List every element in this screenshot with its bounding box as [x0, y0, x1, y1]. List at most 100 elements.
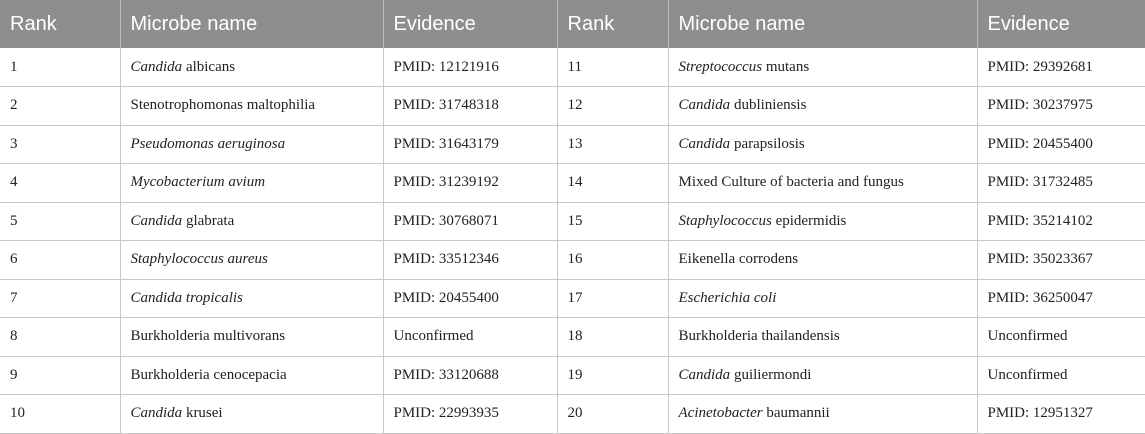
- microbe-name-rest: Mixed Culture of bacteria and fungus: [678, 174, 904, 191]
- rank-cell: 5: [0, 202, 120, 241]
- microbe-name-cell: Candida krusei: [119, 394, 383, 434]
- microbe-name-italic: Streptococcus: [678, 58, 763, 75]
- evidence-cell: PMID: 22993935: [382, 394, 557, 434]
- microbe-name-cell: Eikenella corrodens: [667, 240, 977, 280]
- rank-cell: 9: [0, 356, 120, 395]
- evidence-cell: PMID: 12951327: [976, 394, 1145, 434]
- evidence-cell: PMID: 20455400: [976, 125, 1145, 164]
- microbe-name-italic: Pseudomonas aeruginosa: [130, 135, 286, 152]
- table-row: 4 Mycobacterium avium PMID: 31239192 14 Mixe…: [0, 163, 1145, 203]
- evidence-cell: PMID: 36250047: [976, 279, 1145, 318]
- microbe-name-cell: Staphylococcus epidermidis: [667, 202, 977, 241]
- evidence-cell: Unconfirmed: [976, 356, 1145, 395]
- rank-cell: 10: [0, 394, 120, 434]
- header-evidence-left: Evidence: [382, 0, 557, 48]
- microbe-name-italic: Candida tropicalis: [130, 289, 243, 306]
- table-row: 6 Staphylococcus aureus PMID: 33512346 16 Ei…: [0, 240, 1145, 280]
- table-row: 1 Candida albicans PMID: 12121916 11 Strepto…: [0, 48, 1145, 87]
- evidence-cell: PMID: 20455400: [382, 279, 557, 318]
- microbe-name-cell: Burkholderia multivorans: [119, 317, 383, 357]
- evidence-cell: PMID: 33512346: [382, 240, 557, 280]
- evidence-cell: PMID: 33120688: [382, 356, 557, 395]
- rank-cell: 2: [0, 86, 120, 126]
- microbe-name-cell: Candida glabrata: [119, 202, 383, 241]
- evidence-cell: PMID: 12121916: [382, 48, 557, 87]
- header-microbe-name-right: Microbe name: [667, 0, 977, 48]
- evidence-cell: PMID: 31732485: [976, 163, 1145, 203]
- microbe-name-rest: Burkholderia multivorans: [130, 328, 286, 345]
- microbe-name-rest: epidermidis: [771, 212, 847, 229]
- microbe-name-italic: Staphylococcus: [678, 212, 772, 229]
- microbe-name-rest: parapsilosis: [730, 135, 805, 152]
- rank-cell: 20: [556, 394, 668, 434]
- table-row: 3 Pseudomonas aeruginosa PMID: 31643179 13 C…: [0, 125, 1145, 164]
- microbe-name-cell: Pseudomonas aeruginosa: [119, 125, 383, 164]
- microbe-name-cell: Stenotrophomonas maltophilia: [119, 86, 383, 126]
- microbe-name-rest: Eikenella corrodens: [678, 251, 799, 268]
- microbe-name-italic: Acinetobacter: [678, 405, 763, 422]
- rank-cell: 13: [556, 125, 668, 164]
- evidence-cell: PMID: 31239192: [382, 163, 557, 203]
- evidence-cell: Unconfirmed: [976, 317, 1145, 357]
- rank-cell: 18: [556, 317, 668, 357]
- microbe-name-rest: krusei: [182, 405, 223, 422]
- microbe-name-rest: guiliermondi: [730, 366, 812, 383]
- rank-cell: 15: [556, 202, 668, 241]
- table-row: 9 Burkholderia cenocepacia PMID: 33120688 1…: [0, 356, 1145, 395]
- rank-cell: 6: [0, 240, 120, 280]
- table-row: 2 Stenotrophomonas maltophilia PMID: 31748…: [0, 86, 1145, 126]
- microbe-name-italic: Candida: [678, 135, 731, 152]
- microbe-name-cell: Mixed Culture of bacteria and fungus: [667, 163, 977, 203]
- microbe-name-rest: Burkholderia thailandensis: [678, 328, 840, 345]
- header-microbe-name-left: Microbe name: [119, 0, 383, 48]
- rank-cell: 11: [556, 48, 668, 87]
- microbe-name-cell: Mycobacterium avium: [119, 163, 383, 203]
- rank-cell: 17: [556, 279, 668, 318]
- microbe-name-italic: Mycobacterium avium: [130, 174, 266, 191]
- microbe-name-italic: Candida: [678, 97, 731, 114]
- microbe-name-cell: Candida guiliermondi: [667, 356, 977, 395]
- microbe-name-italic: Candida: [130, 212, 183, 229]
- evidence-cell: PMID: 30237975: [976, 86, 1145, 126]
- microbe-name-rest: mutans: [762, 58, 810, 75]
- table-row: 10 Candida krusei PMID: 22993935 20 Acinetob…: [0, 394, 1145, 434]
- microbe-name-rest: glabrata: [182, 212, 235, 229]
- microbe-name-cell: Candida tropicalis: [119, 279, 383, 318]
- microbe-name-rest: albicans: [182, 58, 236, 75]
- microbe-name-cell: Streptococcus mutans: [667, 48, 977, 87]
- table-body: 1 Candida albicans PMID: 12121916 11 Strepto…: [0, 48, 1145, 434]
- table-row: 7 Candida tropicalis PMID: 20455400 17 Esche…: [0, 279, 1145, 318]
- evidence-cell: PMID: 30768071: [382, 202, 557, 241]
- evidence-cell: PMID: 31748318: [382, 86, 557, 126]
- microbe-name-italic: Candida: [678, 366, 731, 383]
- evidence-cell: Unconfirmed: [382, 317, 557, 357]
- rank-cell: 16: [556, 240, 668, 280]
- microbe-name-cell: Candida parapsilosis: [667, 125, 977, 164]
- microbe-name-italic: Escherichia coli: [678, 289, 777, 306]
- microbe-name-cell: Burkholderia cenocepacia: [119, 356, 383, 395]
- rank-cell: 12: [556, 86, 668, 126]
- microbe-name-cell: Candida dubliniensis: [667, 86, 977, 126]
- microbe-name-rest: dubliniensis: [730, 97, 807, 114]
- microbe-name-cell: Burkholderia thailandensis: [667, 317, 977, 357]
- rank-cell: 4: [0, 163, 120, 203]
- table-row: 5 Candida glabrata PMID: 30768071 15 Staphyl…: [0, 202, 1145, 241]
- rank-cell: 8: [0, 317, 120, 357]
- header-rank-right: Rank: [556, 0, 668, 48]
- microbe-name-italic: Candida: [130, 405, 183, 422]
- microbe-name-rest: Burkholderia cenocepacia: [130, 366, 287, 383]
- rank-cell: 7: [0, 279, 120, 318]
- evidence-cell: PMID: 31643179: [382, 125, 557, 164]
- microbe-name-italic: Candida: [130, 58, 183, 75]
- header-rank-left: Rank: [10, 12, 57, 35]
- header-evidence-right: Evidence: [976, 0, 1145, 48]
- microbe-name-cell: Acinetobacter baumannii: [667, 394, 977, 434]
- microbe-name-italic: Staphylococcus aureus: [130, 251, 268, 268]
- table-header-row: Rank Microbe name Evidence Rank Microbe …: [0, 0, 1145, 48]
- microbe-name-rest: baumannii: [762, 405, 830, 422]
- rank-cell: 19: [556, 356, 668, 395]
- rank-cell: 3: [0, 125, 120, 164]
- microbe-name-cell: Candida albicans: [119, 48, 383, 87]
- microbe-name-cell: Escherichia coli: [667, 279, 977, 318]
